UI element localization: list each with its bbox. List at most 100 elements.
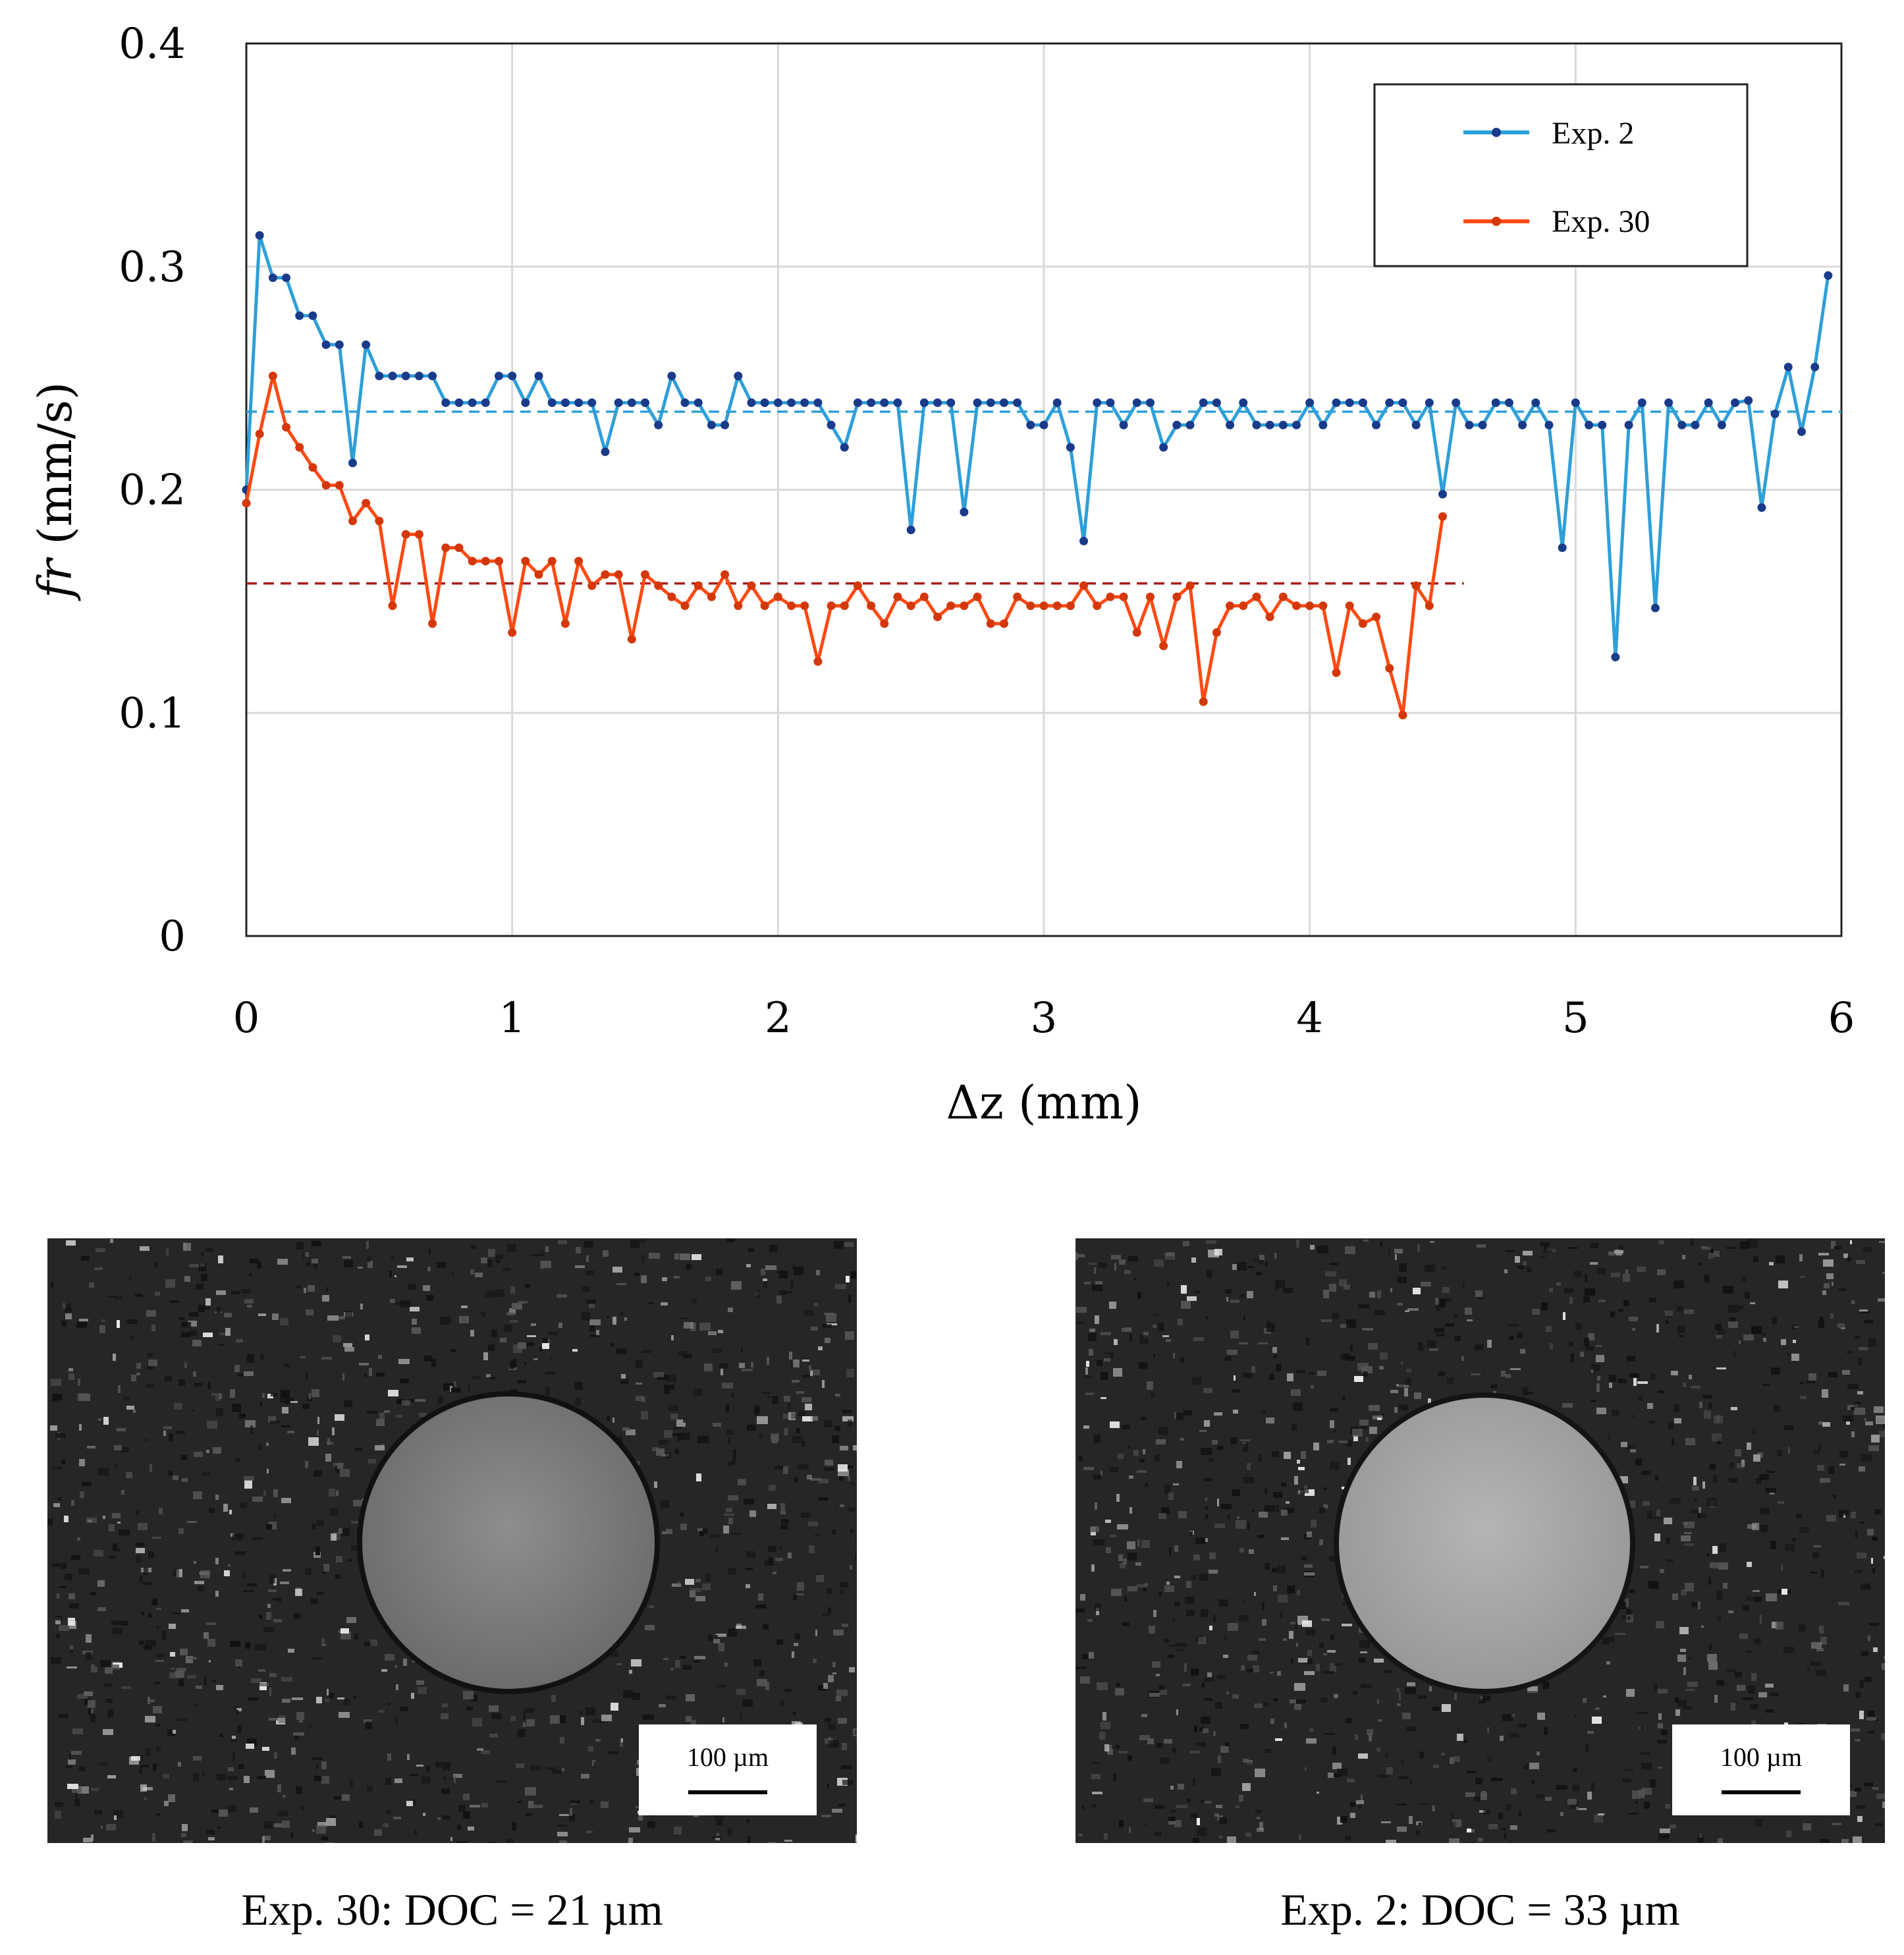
data-point (1252, 592, 1261, 601)
data-point (1278, 592, 1288, 601)
data-point (721, 570, 730, 579)
data-point (242, 499, 251, 508)
data-point (1013, 398, 1022, 407)
data-point (680, 398, 690, 407)
series-line-exp2 (244, 233, 1830, 659)
scale-bar-label: 100 µm (1720, 1742, 1803, 1772)
data-point (1345, 601, 1354, 611)
data-point (1039, 420, 1048, 429)
data-point (601, 447, 610, 456)
data-point (933, 398, 942, 407)
data-point (534, 570, 543, 579)
data-point (1226, 420, 1235, 429)
data-point (1199, 398, 1208, 407)
data-point (1026, 601, 1035, 611)
y-tick-label: 0.2 (119, 466, 186, 515)
data-point (747, 581, 756, 590)
data-point (441, 398, 450, 407)
data-point (1385, 664, 1394, 673)
data-point (1079, 581, 1089, 590)
data-point (574, 557, 584, 566)
data-point (308, 463, 317, 472)
data-point (1066, 601, 1075, 611)
data-point (853, 581, 862, 590)
data-point (1704, 398, 1713, 407)
data-point (587, 581, 597, 590)
data-point (494, 372, 503, 381)
data-point (1172, 420, 1182, 429)
feed-rate-chart: 0 1 2 3 4 5 6 0 0.1 0.2 0.3 0.4 Δz (mm) fr (mm/s) E… (28, 20, 1855, 1130)
micrograph-exp30: 100 µm (47, 1238, 857, 1843)
data-point (1252, 420, 1261, 429)
data-point (255, 231, 264, 240)
data-point (800, 601, 809, 611)
y-tick-label: 0.3 (119, 243, 186, 292)
data-point (508, 372, 517, 381)
data-point (362, 499, 371, 508)
data-point (760, 601, 769, 611)
data-point (1398, 711, 1407, 720)
y-tick-label: 0 (159, 912, 186, 961)
data-point (880, 398, 889, 407)
data-point (1598, 420, 1607, 429)
data-point (414, 530, 423, 539)
data-point (388, 601, 397, 611)
data-point (1239, 398, 1248, 407)
data-point (1504, 398, 1513, 407)
data-point (1013, 592, 1022, 601)
data-point (813, 657, 823, 666)
data-point (827, 601, 836, 611)
data-point (893, 398, 902, 407)
legend: Exp. 2 Exp. 30 (1373, 83, 1749, 267)
data-point (707, 420, 716, 429)
data-point (760, 398, 769, 407)
data-point (747, 398, 756, 407)
data-point (1172, 592, 1182, 601)
data-point (919, 398, 929, 407)
legend-marker-exp30 (1492, 217, 1501, 226)
data-point (1664, 398, 1673, 407)
data-point (268, 273, 277, 283)
data-point (1305, 398, 1315, 407)
data-point (1226, 601, 1235, 611)
x-tick-label: 0 (233, 994, 260, 1043)
data-point (1824, 271, 1833, 280)
data-point (1425, 601, 1434, 611)
data-point (1052, 398, 1062, 407)
data-point (481, 398, 490, 407)
data-point (1425, 398, 1434, 407)
data-point (906, 601, 915, 611)
data-point (840, 601, 849, 611)
data-point (1199, 697, 1208, 706)
data-point (627, 634, 636, 644)
data-point (867, 398, 876, 407)
data-point (428, 619, 437, 628)
data-point (401, 372, 410, 381)
y-axis-unit: (mm/s) (28, 382, 82, 559)
data-point (787, 398, 796, 407)
data-point (560, 398, 570, 407)
caption-exp2: Exp. 2: DOC = 33 µm (1280, 1885, 1680, 1935)
legend-marker-exp2 (1492, 128, 1501, 137)
data-point (348, 458, 357, 468)
data-point (1731, 398, 1740, 407)
data-point (388, 372, 397, 381)
data-point (680, 601, 690, 611)
data-point (1531, 398, 1540, 407)
data-point (1119, 420, 1128, 429)
data-point (800, 398, 809, 407)
data-point (1132, 628, 1141, 637)
data-point (308, 311, 317, 320)
caption-exp30: Exp. 30: DOC = 21 µm (241, 1885, 663, 1935)
data-point (1385, 398, 1394, 407)
data-point (1239, 601, 1248, 611)
data-point (1770, 409, 1780, 418)
scale-bar (688, 1790, 767, 1794)
data-point (654, 420, 663, 429)
data-point (827, 420, 836, 429)
data-point (414, 372, 423, 381)
data-point (560, 619, 570, 628)
data-point (1052, 601, 1062, 611)
data-point (1571, 398, 1580, 407)
data-point (1093, 398, 1102, 407)
